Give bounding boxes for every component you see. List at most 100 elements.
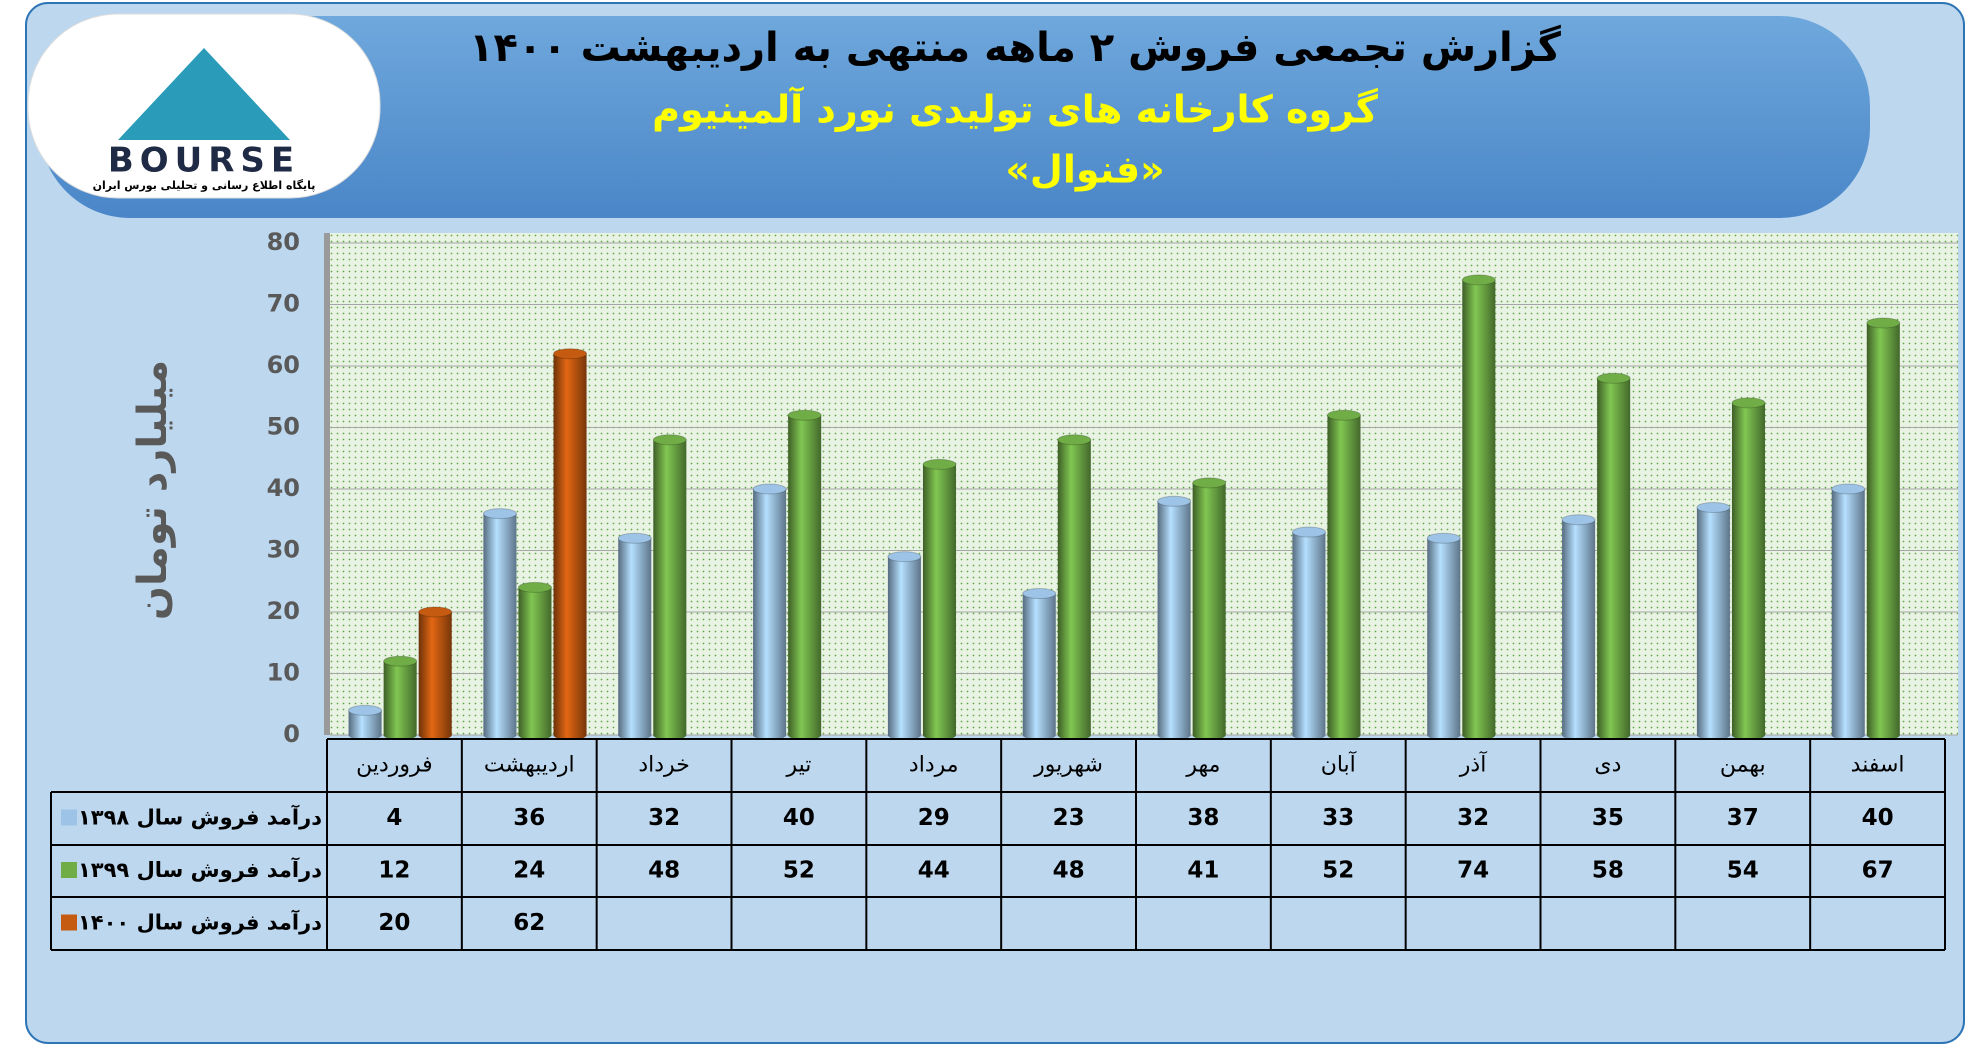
bar-base xyxy=(1866,730,1900,740)
bar xyxy=(1831,489,1865,735)
bar-base xyxy=(1696,730,1730,740)
bar-cap xyxy=(1192,477,1227,489)
table-value: 35 xyxy=(1592,805,1624,831)
bar-base xyxy=(1562,730,1596,740)
bar-base xyxy=(1292,730,1326,740)
y-tick-label: 20 xyxy=(267,597,300,625)
bar-base xyxy=(788,730,822,740)
bar-base xyxy=(1157,730,1191,740)
bar-cap xyxy=(553,348,588,360)
table-value: 24 xyxy=(513,858,545,884)
bar-base xyxy=(553,730,587,740)
bar xyxy=(1462,279,1496,735)
table-value: 44 xyxy=(918,858,950,884)
x-tick-label: مرداد xyxy=(909,753,959,778)
bar-cap xyxy=(1831,483,1866,495)
bar-base xyxy=(518,730,552,740)
x-tick-label: اردیبهشت xyxy=(484,753,575,778)
table-value: 40 xyxy=(783,805,815,831)
bar-base xyxy=(1192,730,1226,740)
bar-cap xyxy=(482,508,517,520)
table-value: 54 xyxy=(1727,858,1759,884)
y-axis-label: میلیارد تومان xyxy=(130,360,176,620)
side-wall xyxy=(324,233,330,735)
table-value: 32 xyxy=(648,805,680,831)
bar xyxy=(483,513,517,735)
table-value: 29 xyxy=(918,805,950,831)
chart-title: گزارش تجمعی فروش ۲ ماهه منتهی به اردیبهش… xyxy=(469,24,1562,71)
bar xyxy=(618,538,652,735)
bar-cap xyxy=(922,458,957,470)
bar-base xyxy=(753,730,787,740)
bar xyxy=(1292,532,1326,735)
company-name: «فنوال» xyxy=(1005,148,1164,192)
legend-swatch xyxy=(61,914,77,931)
table-value: 32 xyxy=(1457,805,1489,831)
bar-cap xyxy=(1057,434,1092,446)
bar xyxy=(653,439,687,735)
bar-base xyxy=(922,730,956,740)
bar-cap xyxy=(752,483,787,495)
bar-cap xyxy=(383,655,418,667)
bar-cap xyxy=(887,551,922,563)
bar-cap xyxy=(1561,514,1596,526)
bar xyxy=(383,661,417,735)
logo-tagline: پایگاه اطلاع رسانی و تحلیلی بورس ایران xyxy=(93,179,316,192)
table-value: 40 xyxy=(1862,805,1894,831)
bar xyxy=(1157,501,1191,735)
y-tick-label: 60 xyxy=(267,351,300,379)
y-tick-label: 0 xyxy=(283,720,300,748)
chart-subtitle: گروه کارخانه های تولیدی نورد آلمینیوم xyxy=(652,86,1379,133)
logo-icon xyxy=(118,48,290,140)
x-tick-label: مهر xyxy=(1185,753,1220,778)
bar xyxy=(518,587,552,735)
table-value: 67 xyxy=(1862,858,1894,884)
x-tick-label: فروردین xyxy=(356,753,433,778)
bar-base xyxy=(418,730,452,740)
bar-base xyxy=(618,730,652,740)
bar xyxy=(418,612,452,735)
bar-base xyxy=(1022,730,1056,740)
bar-base xyxy=(887,730,921,740)
table-value: 12 xyxy=(378,858,410,884)
bar-cap xyxy=(418,606,453,618)
bar-cap xyxy=(617,532,652,544)
bar-cap xyxy=(1426,532,1461,544)
y-tick-label: 40 xyxy=(267,474,300,502)
table-value: 37 xyxy=(1727,805,1759,831)
table-value: 52 xyxy=(783,858,815,884)
table-value: 62 xyxy=(513,910,545,936)
bar-cap xyxy=(348,704,383,716)
bar xyxy=(753,489,787,735)
legend-swatch xyxy=(61,809,77,826)
bar-cap xyxy=(517,581,552,593)
bar-cap xyxy=(1291,526,1326,538)
table-value: 52 xyxy=(1322,858,1354,884)
bar xyxy=(1562,519,1596,735)
plot-area xyxy=(330,233,1958,735)
logo-name: BOURSE xyxy=(108,141,300,181)
bar xyxy=(1022,593,1056,735)
legend-label: درآمد فروش سال ۱۴۰۰ xyxy=(78,910,322,935)
bar-base xyxy=(1462,730,1496,740)
x-tick-label: آذر xyxy=(1459,751,1487,778)
legend-label: درآمد فروش سال ۱۳۹۸ xyxy=(78,805,322,830)
table-value: 20 xyxy=(378,910,410,936)
table-value: 74 xyxy=(1457,858,1489,884)
x-tick-label: شهریور xyxy=(1033,753,1103,778)
bar-cap xyxy=(1731,397,1766,409)
bar-cap xyxy=(787,409,822,421)
bar-base xyxy=(1831,730,1865,740)
bar xyxy=(1327,415,1361,735)
table-value: 36 xyxy=(513,805,545,831)
bar xyxy=(1057,439,1091,735)
x-tick-label: بهمن xyxy=(1720,753,1766,778)
legend-label: درآمد فروش سال ۱۳۹۹ xyxy=(78,857,322,882)
bar-base xyxy=(1057,730,1091,740)
bar-base xyxy=(1427,730,1461,740)
y-tick-label: 30 xyxy=(267,536,300,564)
bar-cap xyxy=(1696,501,1731,513)
bar-cap xyxy=(652,434,687,446)
table-value: 38 xyxy=(1187,805,1219,831)
